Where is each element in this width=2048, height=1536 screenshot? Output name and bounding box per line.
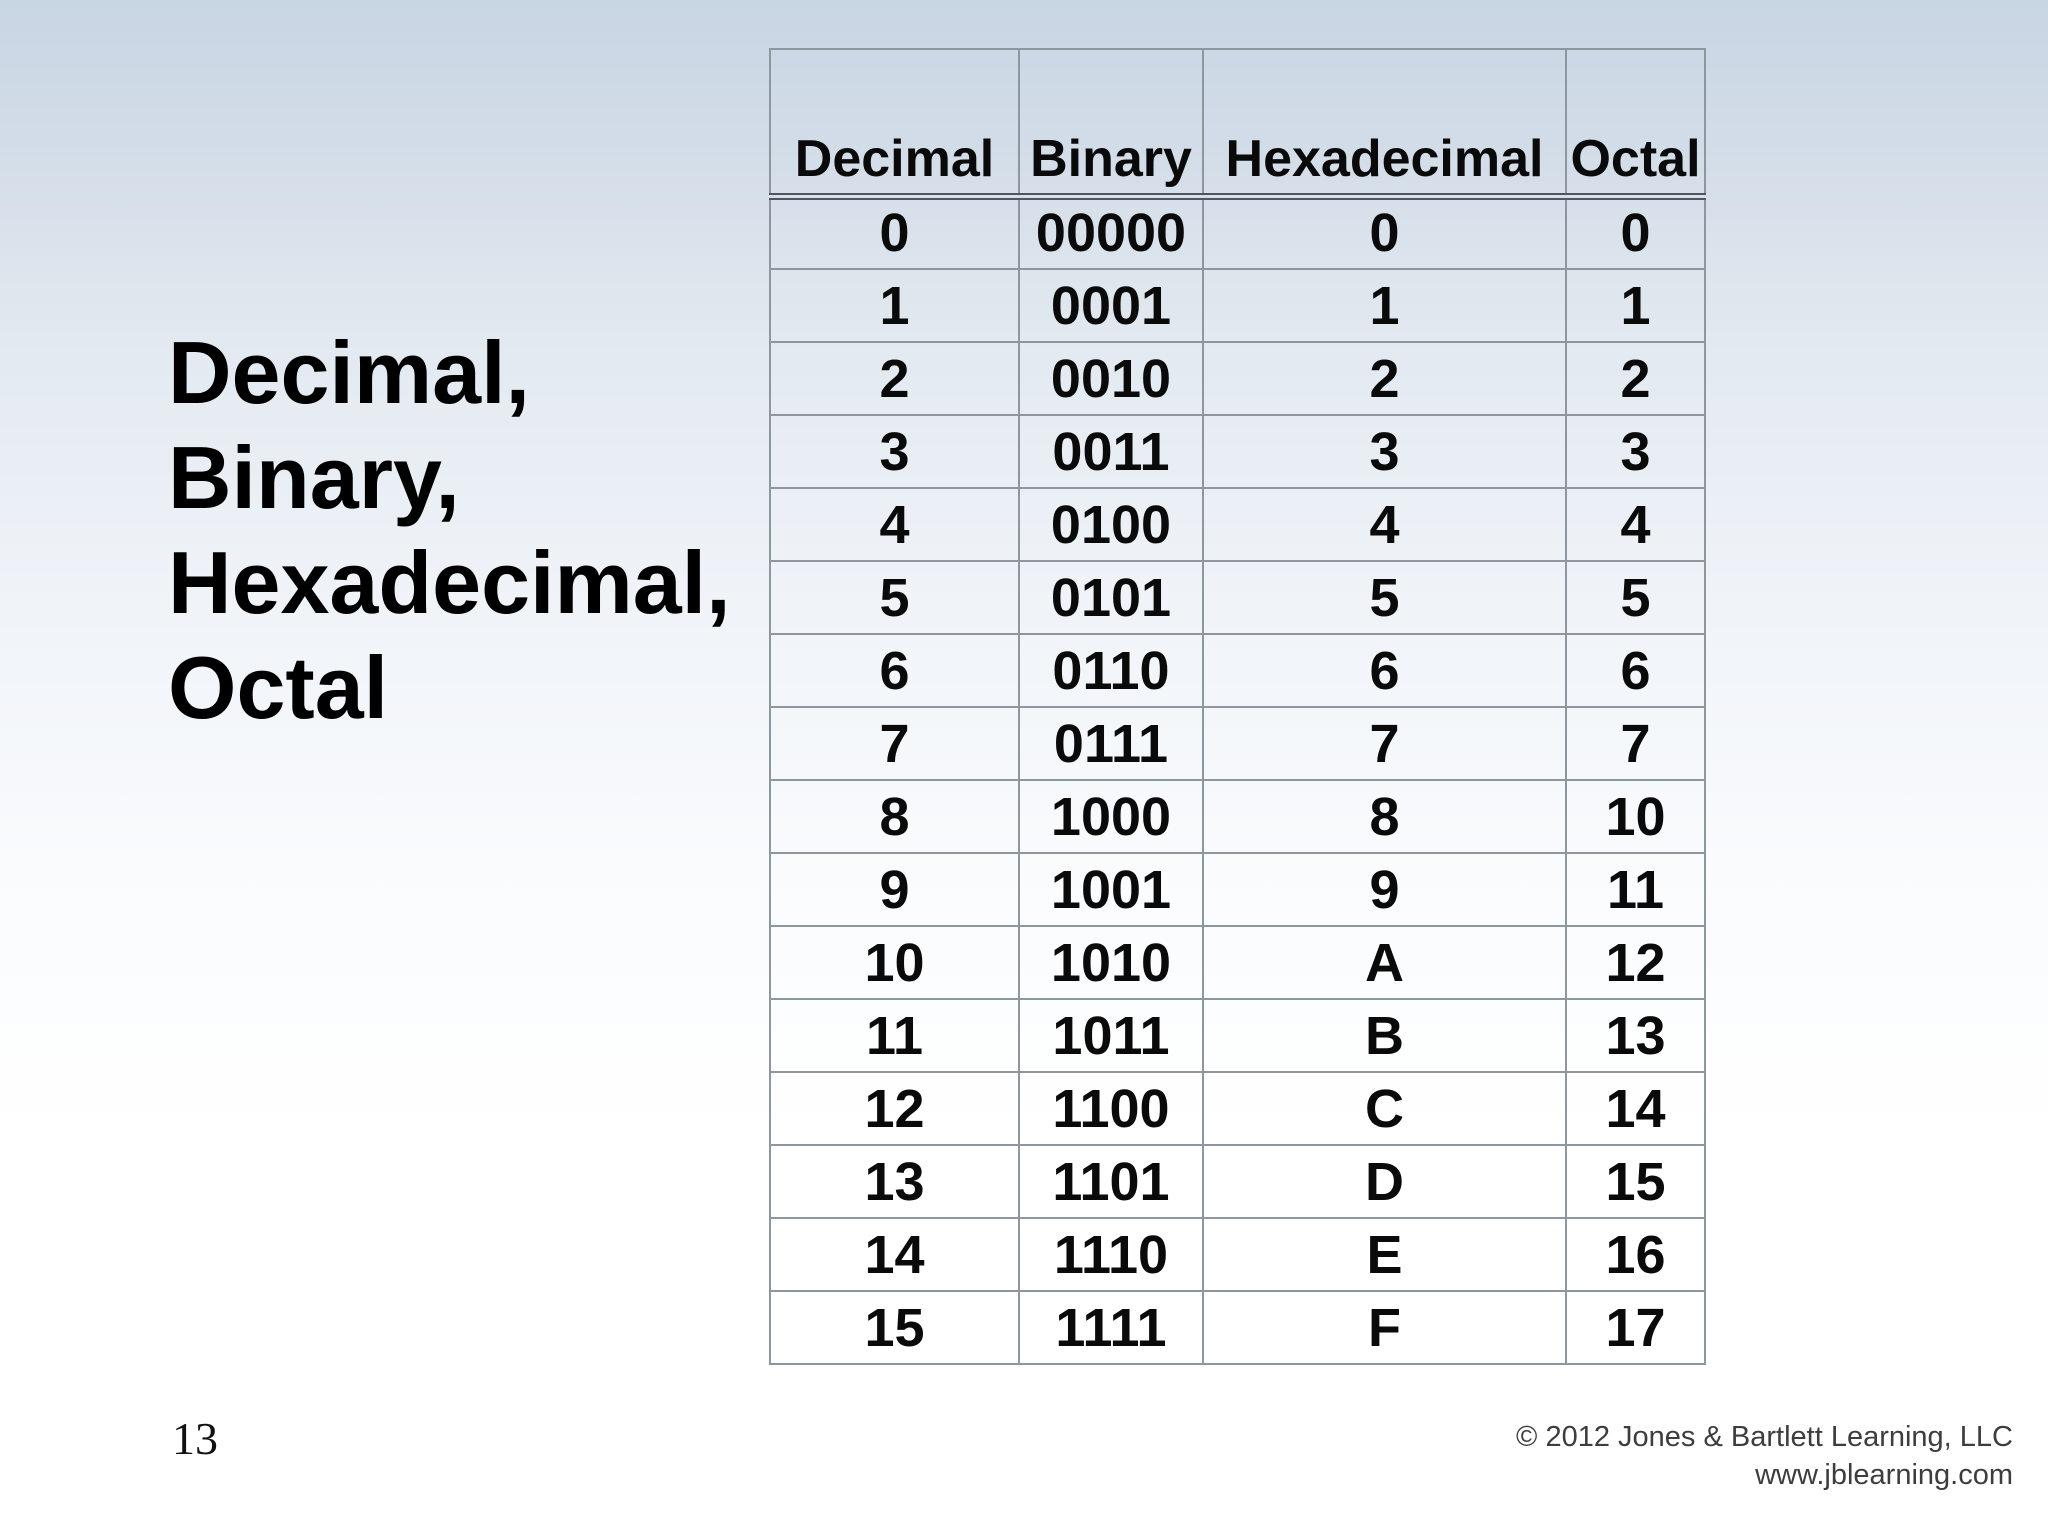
table-cell: 1001 (1018, 852, 1204, 927)
table-row: 10 1010 A 12 (769, 925, 1706, 1000)
table-cell: 1 (1202, 268, 1567, 343)
header-cell-hexadecimal: Hexadecimal (1202, 48, 1567, 200)
table-row: 11 1011 B 13 (769, 998, 1706, 1073)
copyright: © 2012 Jones & Bartlett Learning, LLC ww… (1516, 1418, 2013, 1494)
table-cell: 0010 (1018, 341, 1204, 416)
table-cell: 2 (769, 341, 1020, 416)
table-cell: 1101 (1018, 1144, 1204, 1219)
table-row: 8 1000 8 10 (769, 779, 1706, 854)
table-cell: 0100 (1018, 487, 1204, 562)
table-cell: 5 (769, 560, 1020, 635)
table-cell: 7 (1565, 706, 1706, 781)
table-cell: 15 (769, 1290, 1020, 1365)
table-cell: 9 (769, 852, 1020, 927)
table-cell: 1010 (1018, 925, 1204, 1000)
table-cell: 12 (769, 1071, 1020, 1146)
table-cell: 12 (1565, 925, 1706, 1000)
title-line-1: Decimal, (168, 323, 530, 422)
copyright-line-1: © 2012 Jones & Bartlett Learning, LLC (1516, 1421, 2013, 1453)
table-cell: B (1202, 998, 1567, 1073)
table-header-row: Decimal Binary Hexadecimal Octal (769, 48, 1706, 200)
table-cell: 11 (769, 998, 1020, 1073)
table-cell: 3 (1202, 414, 1567, 489)
table-cell: 5 (1565, 560, 1706, 635)
copyright-line-2: www.jblearning.com (1755, 1459, 2013, 1491)
table-cell: 6 (1565, 633, 1706, 708)
table-cell: 14 (769, 1217, 1020, 1292)
table-cell: 13 (769, 1144, 1020, 1219)
table-cell: 6 (769, 633, 1020, 708)
table-row: 1 0001 1 1 (769, 268, 1706, 343)
table-row: 3 0011 3 3 (769, 414, 1706, 489)
table-cell: 1 (769, 268, 1020, 343)
table-cell: 8 (1202, 779, 1567, 854)
page-number: 13 (172, 1413, 218, 1464)
table-cell: 13 (1565, 998, 1706, 1073)
table-cell: 16 (1565, 1217, 1706, 1292)
table-cell: 1011 (1018, 998, 1204, 1073)
table-cell: F (1202, 1290, 1567, 1365)
header-cell-octal: Octal (1565, 48, 1706, 200)
table-cell: 4 (769, 487, 1020, 562)
slide-title: Decimal, Binary, Hexadecimal, Octal (168, 320, 731, 740)
table-cell: 3 (769, 414, 1020, 489)
table-row: 12 1100 C 14 (769, 1071, 1706, 1146)
table-cell: 1110 (1018, 1217, 1204, 1292)
table-cell: 6 (1202, 633, 1567, 708)
table-row: 13 1101 D 15 (769, 1144, 1706, 1219)
table-cell: 1 (1565, 268, 1706, 343)
table-row: 15 1111 F 17 (769, 1290, 1706, 1365)
table-row: 0 00000 0 0 (769, 195, 1706, 270)
table-cell: 0110 (1018, 633, 1204, 708)
table-cell: E (1202, 1217, 1567, 1292)
table-row: 14 1110 E 16 (769, 1217, 1706, 1292)
table-cell: 4 (1565, 487, 1706, 562)
title-line-4: Octal (168, 638, 389, 737)
table-cell: 7 (769, 706, 1020, 781)
table-row: 7 0111 7 7 (769, 706, 1706, 781)
table-cell: 8 (769, 779, 1020, 854)
table-cell: 00000 (1018, 195, 1204, 270)
table-cell: 9 (1202, 852, 1567, 927)
table-body: 0 00000 0 0 1 0001 1 1 2 0010 2 2 3 0011 3 3 4 0100 4 4 5 010… (769, 195, 1706, 1365)
table-cell: 0001 (1018, 268, 1204, 343)
table-cell: 3 (1565, 414, 1706, 489)
header-cell-binary: Binary (1018, 48, 1204, 200)
table-cell: A (1202, 925, 1567, 1000)
table-cell: 15 (1565, 1144, 1706, 1219)
table-cell: 0111 (1018, 706, 1204, 781)
table-row: 2 0010 2 2 (769, 341, 1706, 416)
table-cell: 10 (1565, 779, 1706, 854)
table-cell: 1100 (1018, 1071, 1204, 1146)
header-cell-decimal: Decimal (769, 48, 1020, 200)
table-cell: 0 (769, 195, 1020, 270)
table-cell: 2 (1202, 341, 1567, 416)
table-row: 4 0100 4 4 (769, 487, 1706, 562)
table-cell: 0 (1565, 195, 1706, 270)
title-line-3: Hexadecimal, (168, 533, 731, 632)
table-cell: 0101 (1018, 560, 1204, 635)
table-row: 9 1001 9 11 (769, 852, 1706, 927)
table-cell: 17 (1565, 1290, 1706, 1365)
table-cell: 0011 (1018, 414, 1204, 489)
table-row: 6 0110 6 6 (769, 633, 1706, 708)
table-cell: 4 (1202, 487, 1567, 562)
table-cell: 11 (1565, 852, 1706, 927)
table-cell: 5 (1202, 560, 1567, 635)
table-cell: 1000 (1018, 779, 1204, 854)
table-cell: 0 (1202, 195, 1567, 270)
number-conversion-table: Decimal Binary Hexadecimal Octal 0 00000 0 0 1 0… (769, 48, 1706, 1365)
table-cell: 2 (1565, 341, 1706, 416)
table-cell: 10 (769, 925, 1020, 1000)
title-line-2: Binary, (168, 428, 460, 527)
table-cell: 14 (1565, 1071, 1706, 1146)
table-cell: D (1202, 1144, 1567, 1219)
table-cell: C (1202, 1071, 1567, 1146)
table-header: Decimal Binary Hexadecimal Octal (769, 48, 1706, 200)
table-row: 5 0101 5 5 (769, 560, 1706, 635)
table-cell: 7 (1202, 706, 1567, 781)
table-cell: 1111 (1018, 1290, 1204, 1365)
